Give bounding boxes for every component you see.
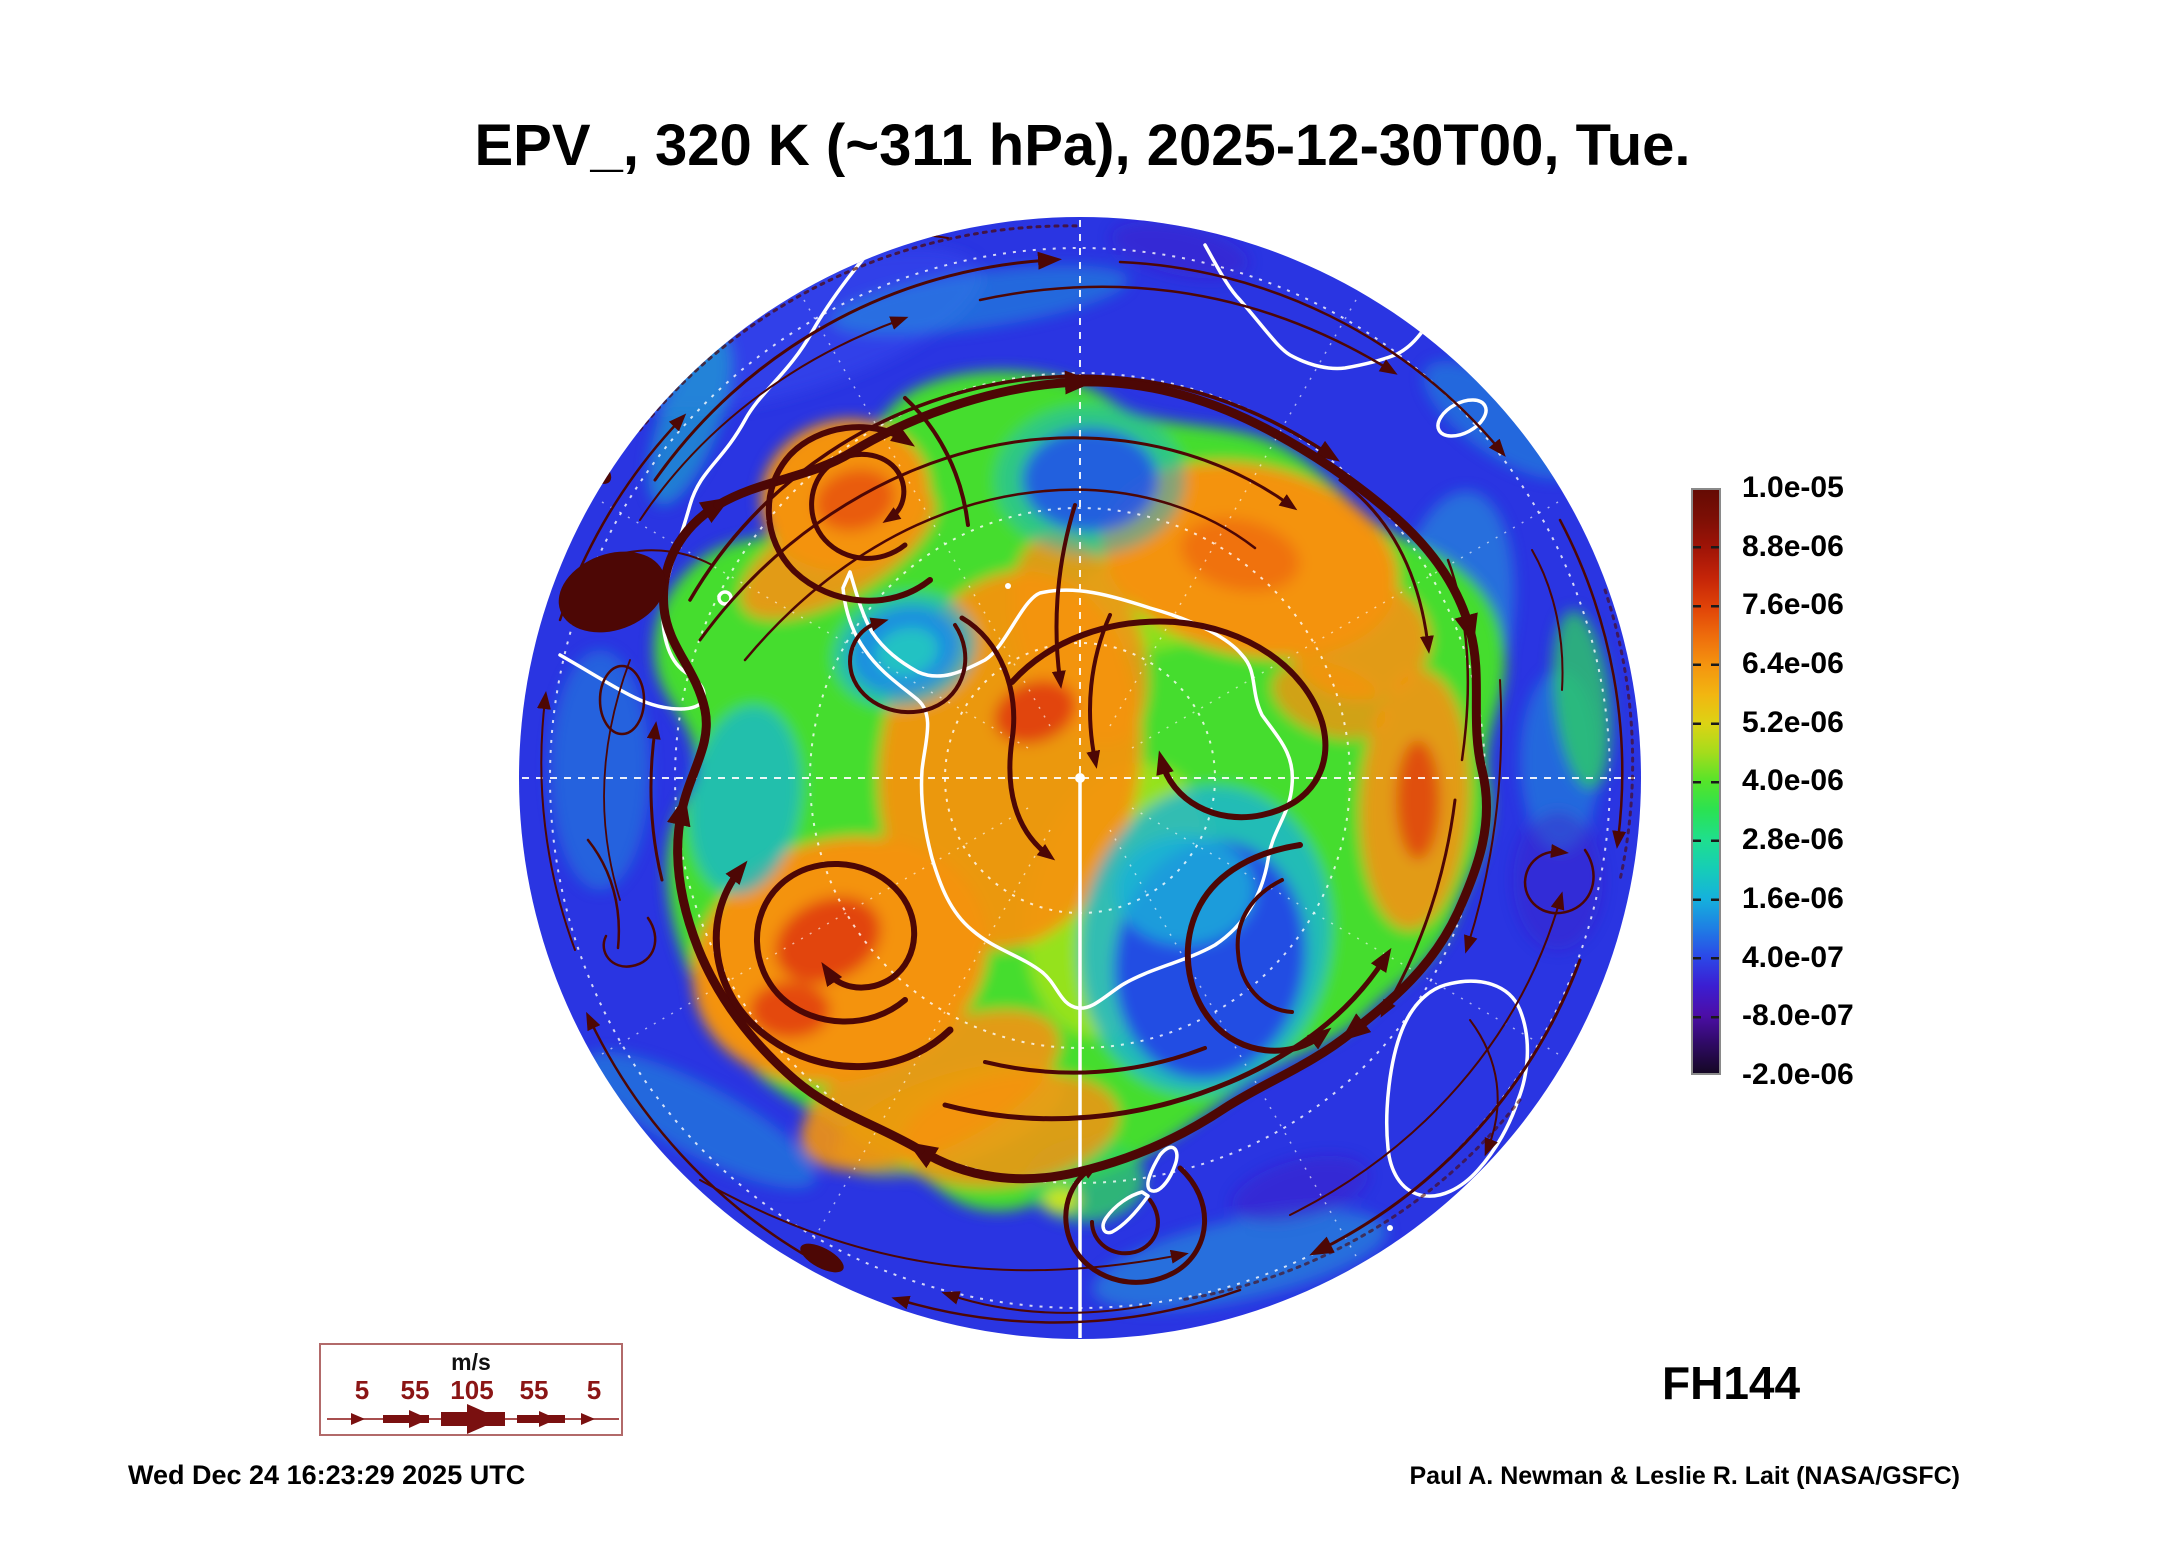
colorbar-label: 1.0e-05 (1742, 471, 1844, 504)
wind-arrow-scale-icon (327, 1404, 619, 1434)
wind-value: 105 (450, 1375, 494, 1405)
high-wind-blob (558, 551, 666, 633)
wind-value: 5 (354, 1375, 370, 1405)
colorbar-label: 2.8e-06 (1742, 823, 1844, 857)
coast-madagascar (1436, 398, 1488, 438)
coast-island (717, 590, 733, 606)
wind-units-label: m/s (451, 1349, 491, 1375)
coast-antarctica (841, 570, 1295, 1010)
colorbar-label: 8.8e-06 (1742, 529, 1844, 563)
generation-timestamp: Wed Dec 24 16:23:29 2025 UTC (128, 1460, 526, 1490)
wind-value: 55 (400, 1375, 430, 1405)
colorbar-ticks-left (1693, 490, 1701, 1073)
coast-tasmania (1444, 1229, 1460, 1245)
colorbar-label: 1.6e-06 (1742, 881, 1844, 915)
colorbar-label: 4.0e-07 (1742, 940, 1844, 974)
wind-value: 5 (586, 1375, 602, 1405)
colorbar-label: 4.0e-06 (1742, 764, 1844, 798)
colorbar-label: 7.6e-06 (1742, 588, 1844, 622)
wind-speed-legend: m/s 5 55 105 55 5 (319, 1343, 623, 1436)
streamlines (536, 224, 1635, 1324)
coast-australia (1385, 979, 1530, 1198)
coast-new-zealand-north (1146, 1145, 1179, 1193)
credit-line: Paul A. Newman & Leslie R. Lait (NASA/GS… (1409, 1462, 1960, 1490)
wind-value: 55 (519, 1375, 549, 1405)
colorbar-ticks-right (1711, 490, 1719, 1073)
colorbar-label: -2.0e-06 (1742, 1057, 1854, 1091)
coast-new-zealand-south (1101, 1190, 1150, 1235)
colorbar (1691, 488, 1721, 1075)
colorbar-labels: 1.0e-05 8.8e-06 7.6e-06 6.4e-06 5.2e-06 … (1742, 471, 1854, 1092)
plot-title: EPV_, 320 K (~311 hPa), 2025-12-30T00, T… (474, 113, 1691, 178)
colorbar-label: -8.0e-07 (1742, 999, 1854, 1033)
colorbar-label: 6.4e-06 (1742, 647, 1844, 681)
south-pole-dot (1075, 773, 1085, 783)
colorbar-label: 5.2e-06 (1742, 705, 1844, 739)
forecast-hour-label: FH144 (1662, 1357, 1801, 1409)
